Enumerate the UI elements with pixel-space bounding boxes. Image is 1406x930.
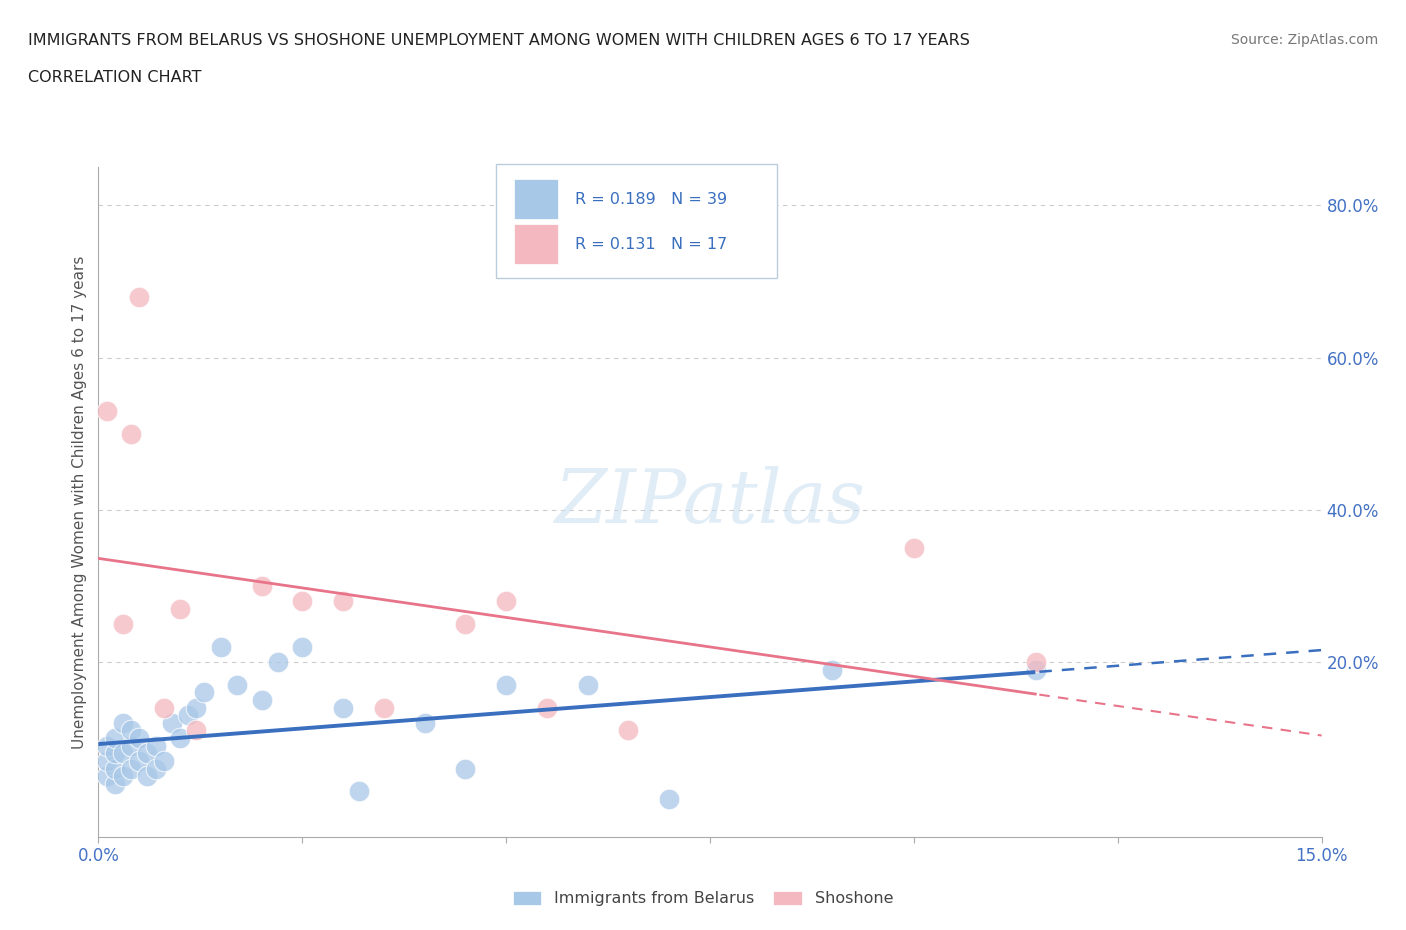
Point	[111, 746, 134, 761]
Point	[177, 708, 200, 723]
Point	[128, 753, 150, 768]
Text: IMMIGRANTS FROM BELARUS VS SHOSHONE UNEMPLOYMENT AMONG WOMEN WITH CHILDREN AGES : IMMIGRANTS FROM BELARUS VS SHOSHONE UNEM…	[28, 33, 970, 47]
Point	[145, 761, 167, 776]
Point	[111, 715, 134, 730]
Point	[120, 723, 142, 737]
Point	[226, 677, 249, 692]
Point	[495, 593, 517, 608]
Text: ZIPatlas: ZIPatlas	[554, 466, 866, 538]
Point	[373, 700, 395, 715]
Point	[250, 693, 273, 708]
Point	[821, 662, 844, 677]
Point	[169, 602, 191, 617]
Point	[536, 700, 558, 715]
Text: R = 0.131   N = 17: R = 0.131 N = 17	[575, 237, 728, 252]
Point	[152, 700, 174, 715]
Point	[186, 723, 208, 737]
Point	[160, 715, 183, 730]
Point	[96, 753, 118, 768]
FancyBboxPatch shape	[515, 179, 558, 219]
Point	[145, 738, 167, 753]
Point	[903, 540, 925, 555]
FancyBboxPatch shape	[515, 224, 558, 264]
Point	[454, 761, 477, 776]
Point	[104, 761, 127, 776]
Text: Source: ZipAtlas.com: Source: ZipAtlas.com	[1230, 33, 1378, 46]
Point	[104, 777, 127, 791]
Point	[291, 639, 314, 654]
Point	[104, 731, 127, 746]
Point	[332, 593, 354, 608]
Point	[136, 746, 159, 761]
Point	[186, 700, 208, 715]
Point	[209, 639, 232, 654]
Point	[413, 715, 436, 730]
Point	[349, 784, 371, 799]
Point	[454, 617, 477, 631]
Y-axis label: Unemployment Among Women with Children Ages 6 to 17 years: Unemployment Among Women with Children A…	[72, 256, 87, 749]
Point	[152, 753, 174, 768]
Point	[96, 404, 118, 418]
Point	[96, 738, 118, 753]
Point	[104, 746, 127, 761]
Point	[332, 700, 354, 715]
Legend: Immigrants from Belarus, Shoshone: Immigrants from Belarus, Shoshone	[506, 884, 900, 912]
Point	[120, 738, 142, 753]
Point	[291, 593, 314, 608]
Point	[120, 761, 142, 776]
Point	[136, 769, 159, 784]
Point	[576, 677, 599, 692]
Point	[111, 769, 134, 784]
Point	[617, 723, 640, 737]
Point	[120, 426, 142, 441]
Point	[1025, 655, 1047, 670]
Point	[193, 685, 215, 700]
Point	[1025, 662, 1047, 677]
Point	[495, 677, 517, 692]
Point	[658, 791, 681, 806]
Point	[250, 578, 273, 593]
Point	[96, 769, 118, 784]
Point	[111, 617, 134, 631]
Point	[128, 731, 150, 746]
Point	[267, 655, 290, 670]
Point	[169, 731, 191, 746]
Text: CORRELATION CHART: CORRELATION CHART	[28, 70, 201, 85]
Text: R = 0.189   N = 39: R = 0.189 N = 39	[575, 192, 727, 207]
Point	[128, 289, 150, 304]
FancyBboxPatch shape	[496, 164, 778, 278]
